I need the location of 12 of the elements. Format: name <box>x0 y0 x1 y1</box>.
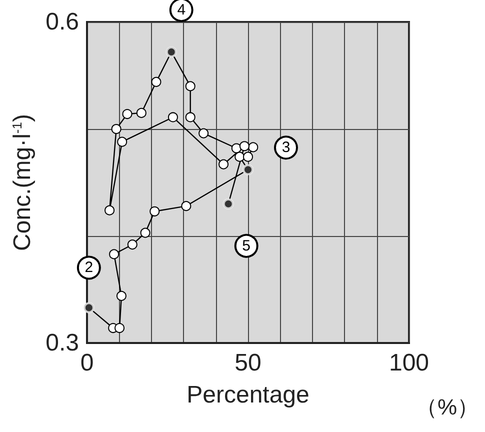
y-axis-title: Conc.(mg·l-1) <box>9 114 36 251</box>
y-tick-label: 0.6 <box>46 8 79 36</box>
annotation: 2 <box>84 259 94 276</box>
x-axis-title: Percentage <box>186 382 310 408</box>
annotation: 4 <box>177 1 186 18</box>
text: （%） <box>415 394 479 420</box>
x-tick-label: 100 <box>388 350 430 376</box>
x-tick-label: 0 <box>80 350 94 376</box>
y-tick-label: 0.3 <box>46 330 79 356</box>
x-tick-label: 50 <box>234 350 262 376</box>
annotation: 5 <box>242 237 251 254</box>
annotation: 3 <box>282 139 290 156</box>
